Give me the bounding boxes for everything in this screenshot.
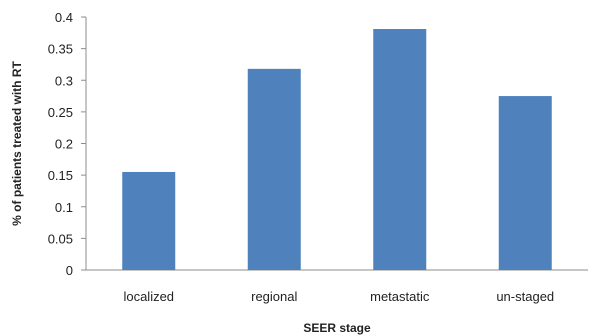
- bars: [122, 29, 552, 271]
- x-axis-tick-labels: localized regional metastatic un-staged: [123, 289, 554, 304]
- y-tick-label: 0.4: [55, 10, 73, 25]
- x-tick-label: localized: [123, 289, 174, 304]
- x-tick-label: un-staged: [496, 289, 554, 304]
- bar-un-staged: [498, 96, 552, 270]
- y-tick-label: 0.35: [48, 42, 73, 57]
- bar-metastatic: [373, 29, 427, 270]
- y-tick-label: 0: [66, 263, 73, 278]
- x-tick-label: regional: [251, 289, 297, 304]
- y-tick-label: 0.1: [55, 200, 73, 215]
- x-axis-title: SEER stage: [303, 321, 371, 335]
- y-tick-label: 0.05: [48, 231, 73, 246]
- y-tick-label: 0.3: [55, 73, 73, 88]
- y-tick-label: 0.15: [48, 168, 73, 183]
- bar-localized: [122, 171, 176, 270]
- y-axis-ticks: 0 0.05 0.1 0.15 0.2 0.25 0.3 0.35 0.4: [48, 10, 86, 278]
- y-axis-title: % of patients treated with RT: [10, 60, 24, 225]
- x-tick-label: metastatic: [370, 289, 430, 304]
- y-tick-label: 0.25: [48, 105, 73, 120]
- bar-regional: [247, 68, 301, 271]
- y-tick-label: 0.2: [55, 137, 73, 152]
